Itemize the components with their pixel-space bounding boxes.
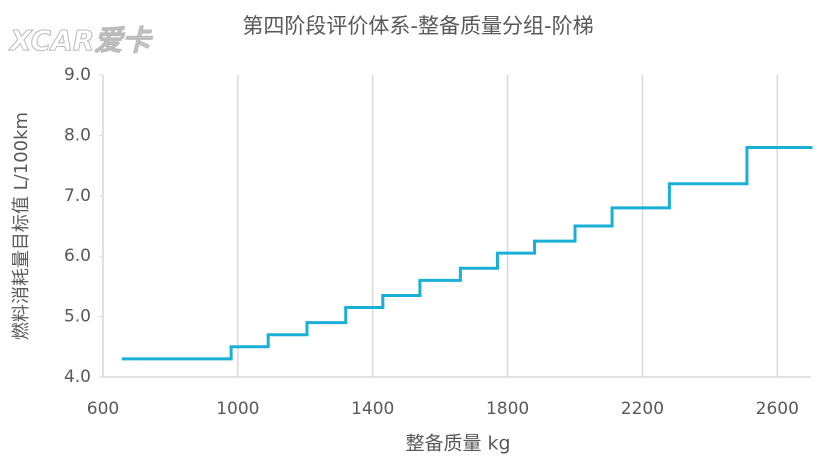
x-tick-label: 2600: [756, 399, 799, 419]
y-tick-label: 4.0: [64, 367, 91, 387]
chart-title: 第四阶段评价体系-整备质量分组-阶梯: [242, 14, 593, 38]
y-tick-label: 9.0: [64, 65, 91, 85]
x-tick-label: 2200: [621, 399, 664, 419]
x-tick-label: 1000: [216, 399, 259, 419]
y-tick-label: 5.0: [64, 307, 91, 327]
y-tick-label: 6.0: [64, 246, 91, 266]
x-axis-label: 整备质量 kg: [405, 433, 510, 455]
x-tick-label: 600: [87, 399, 119, 419]
y-tick-label: 8.0: [64, 125, 91, 145]
watermark: XCAR爱卡: [8, 24, 153, 57]
y-axis-label: 燃料消耗量目标值 L/100km: [11, 112, 32, 340]
y-tick-label: 7.0: [64, 186, 91, 206]
x-tick-label: 1400: [351, 399, 394, 419]
x-tick-label: 1800: [486, 399, 529, 419]
